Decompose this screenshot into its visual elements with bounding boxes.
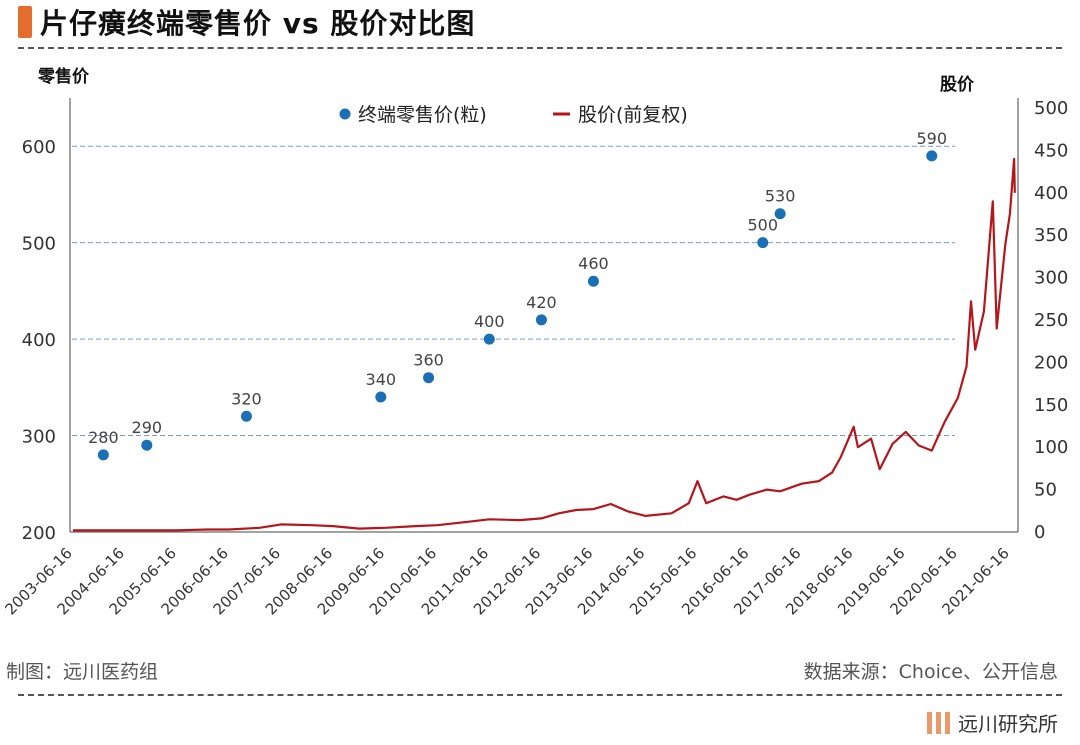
stock-price-line	[72, 157, 1016, 532]
retail-price-point	[926, 150, 938, 162]
bottom-divider	[18, 694, 1062, 696]
retail-price-label: 500	[747, 216, 778, 235]
y-right-tick-label: 450	[1034, 140, 1068, 161]
footer-credit: 制图：远川医药组	[6, 661, 159, 683]
y-right-axis-title: 股价	[940, 75, 975, 95]
retail-price-label: 320	[231, 389, 262, 408]
y-right-tick-label: 500	[1034, 98, 1068, 119]
y-right-tick-label: 250	[1034, 310, 1068, 331]
retail-price-point	[774, 208, 786, 220]
page-title: 片仔癀终端零售价 vs 股价对比图	[40, 7, 476, 40]
retail-price-point	[587, 275, 599, 287]
y-right-tick-label: 50	[1034, 480, 1057, 501]
y-left-tick-label: 600	[22, 137, 56, 158]
y-right-tick-label: 100	[1034, 437, 1068, 458]
retail-price-point	[483, 333, 495, 345]
retail-price-label: 420	[526, 293, 557, 312]
retail-price-label: 460	[578, 254, 609, 273]
retail-price-label: 400	[474, 312, 505, 331]
title-accent-bar	[18, 6, 32, 38]
price-comparison-chart: 6005004003002005004504003503002502001501…	[1, 66, 1068, 618]
retail-price-label: 590	[916, 129, 947, 148]
legend-dot-icon	[339, 108, 351, 120]
retail-price-point	[141, 439, 153, 451]
legend-label-stock: 股价(前复权)	[578, 104, 688, 126]
y-left-tick-label: 200	[22, 523, 56, 544]
y-right-tick-label: 300	[1034, 268, 1068, 289]
y-right-tick-label: 400	[1034, 183, 1068, 204]
y-left-tick-label: 300	[22, 427, 56, 448]
retail-price-label: 340	[366, 370, 397, 389]
top-divider	[18, 47, 1062, 49]
y-right-tick-label: 0	[1034, 522, 1045, 543]
y-right-tick-label: 350	[1034, 225, 1068, 246]
retail-price-label: 280	[88, 428, 119, 447]
retail-price-point	[375, 391, 387, 403]
retail-price-point	[757, 237, 769, 249]
retail-price-point	[97, 449, 109, 461]
y-left-tick-label: 400	[22, 330, 56, 351]
retail-price-point	[240, 410, 252, 422]
retail-price-point	[535, 314, 547, 326]
retail-price-label: 360	[413, 351, 444, 370]
brand-logo-icon	[927, 711, 950, 734]
brand: 远川研究所	[927, 708, 1058, 737]
y-left-tick-label: 500	[22, 234, 56, 255]
retail-price-point	[423, 372, 435, 384]
retail-price-label: 530	[765, 187, 796, 206]
brand-name: 远川研究所	[958, 712, 1058, 736]
footer-source: 数据来源：Choice、公开信息	[803, 661, 1058, 683]
retail-price-label: 290	[132, 418, 163, 437]
y-right-tick-label: 150	[1034, 395, 1068, 416]
legend-label-retail: 终端零售价(粒)	[358, 104, 487, 126]
y-left-axis-title: 零售价	[37, 66, 90, 87]
y-right-tick-label: 200	[1034, 352, 1068, 373]
